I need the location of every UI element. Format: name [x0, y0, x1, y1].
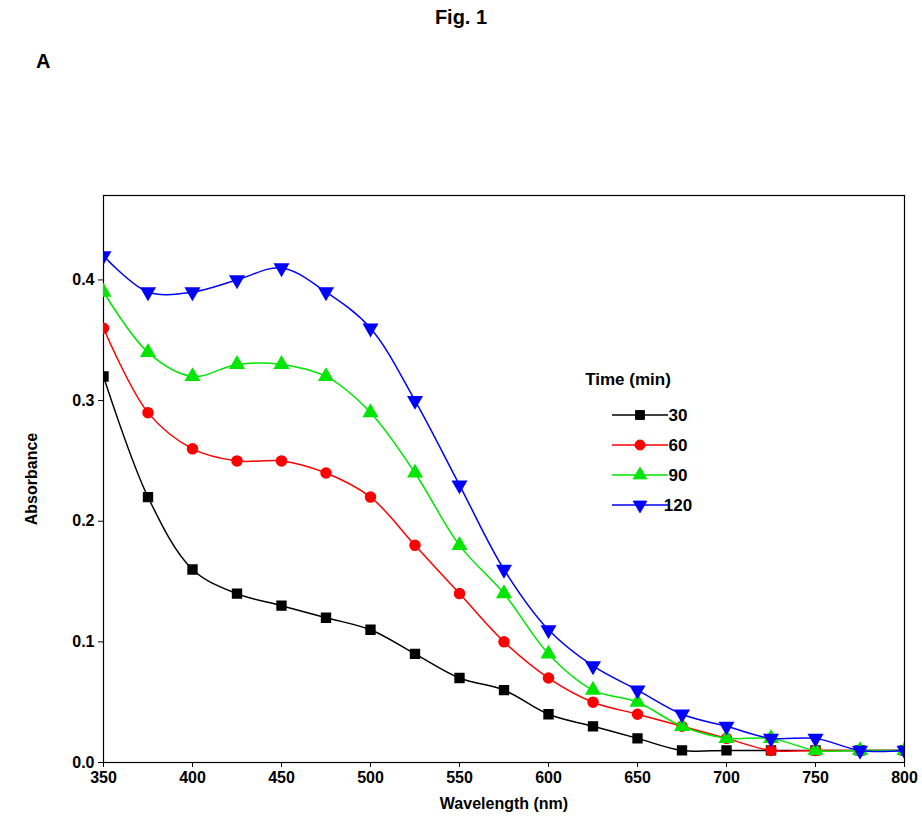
- svg-text:0.0: 0.0: [72, 753, 95, 771]
- svg-text:90: 90: [669, 466, 688, 485]
- svg-text:650: 650: [624, 769, 651, 786]
- svg-text:30: 30: [669, 406, 688, 425]
- svg-text:120: 120: [664, 496, 692, 515]
- svg-text:400: 400: [179, 769, 206, 786]
- svg-text:450: 450: [268, 769, 295, 786]
- svg-text:550: 550: [446, 769, 473, 786]
- svg-text:750: 750: [802, 769, 829, 786]
- svg-text:Time (min): Time (min): [585, 370, 671, 389]
- html-text:Fig. 1: Fig. 1: [434, 6, 488, 28]
- html-text:A: A: [36, 50, 51, 72]
- svg-text:0.2: 0.2: [72, 512, 94, 529]
- svg-text:350: 350: [90, 769, 117, 786]
- svg-text:Wavelength (nm): Wavelength (nm): [440, 795, 568, 812]
- svg-text:Absorbance: Absorbance: [23, 433, 40, 526]
- svg-text:600: 600: [535, 769, 562, 786]
- svg-text:0.1: 0.1: [72, 633, 94, 650]
- svg-text:700: 700: [713, 769, 740, 786]
- svg-text:800: 800: [891, 769, 918, 786]
- svg-text:500: 500: [357, 769, 384, 786]
- svg-text:60: 60: [669, 436, 688, 455]
- svg-text:0.4: 0.4: [72, 271, 94, 288]
- svg-text:0.3: 0.3: [72, 392, 94, 409]
